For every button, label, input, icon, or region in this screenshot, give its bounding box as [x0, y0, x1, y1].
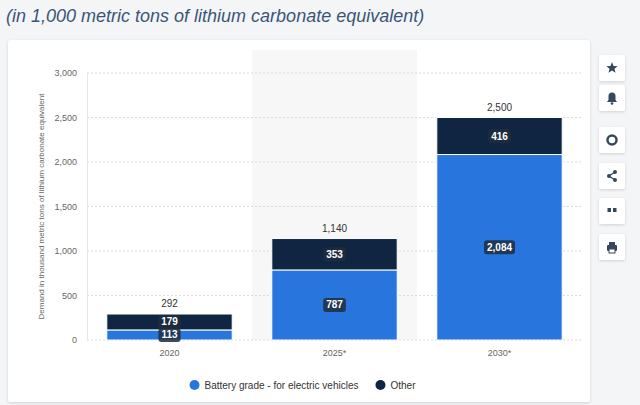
bar	[272, 270, 397, 340]
data-label-group: 416	[488, 129, 511, 143]
x-tick-label: 2020	[159, 348, 179, 358]
toolbar-button[interactable]	[599, 55, 625, 81]
column-highlight	[252, 50, 417, 340]
icon-star[interactable]	[606, 62, 617, 73]
data-label-background	[158, 315, 181, 329]
button-box[interactable]	[599, 234, 625, 260]
chart-root: (in 1,000 metric tons of lithium carbona…	[0, 0, 640, 405]
y-tick-label: 1,500	[54, 202, 77, 212]
subtitle: (in 1,000 metric tons of lithium carbona…	[6, 6, 424, 26]
legend-label: Battery grade - for electric vehicles	[205, 380, 359, 391]
data-label-group: 353	[323, 247, 346, 261]
total-label: 292	[161, 298, 178, 309]
y-axis-title: Demand in thousand metric tons of lithiu…	[37, 93, 46, 320]
toolbar-button[interactable]	[599, 85, 625, 111]
data-label-background	[158, 328, 180, 342]
icon-bell-dot[interactable]	[611, 102, 614, 105]
data-label-group: 113	[158, 328, 180, 342]
icon-gear[interactable]	[608, 136, 617, 145]
y-tick: 2,000	[54, 157, 87, 167]
y-tick-label: 1,000	[54, 246, 77, 256]
bar	[107, 314, 232, 330]
grid-line	[87, 73, 582, 74]
button-box[interactable]	[599, 85, 625, 111]
toolbar-button[interactable]	[599, 127, 625, 153]
data-label-background	[484, 240, 515, 254]
y-axis-line	[87, 74, 88, 341]
icon-quote[interactable]	[608, 208, 612, 212]
legend: Battery grade - for electric vehicles Oth…	[190, 380, 417, 391]
data-label-group: 787	[323, 298, 346, 312]
bar	[437, 118, 562, 155]
icon-share-dot[interactable]	[613, 178, 617, 182]
y-tick-label: 500	[62, 291, 77, 301]
button-box[interactable]	[599, 163, 625, 189]
icon-print-paper[interactable]	[609, 249, 615, 253]
button-box[interactable]	[599, 127, 625, 153]
y-tick: 1,000	[54, 246, 87, 256]
data-label-group: 2,084	[484, 240, 515, 254]
data-label-group: 179	[158, 315, 181, 329]
bar	[437, 155, 562, 340]
button-box[interactable]	[599, 198, 625, 224]
icon-share-dot[interactable]	[613, 170, 617, 174]
data-label-background	[323, 247, 346, 261]
x-tick: 2025*	[323, 340, 347, 358]
icon-bell[interactable]	[607, 93, 617, 103]
data-label-background	[488, 129, 511, 143]
bar	[107, 330, 232, 340]
legend-item: Other	[375, 380, 416, 391]
x-tick: 2020	[159, 340, 179, 358]
card	[8, 40, 590, 402]
data-label: 2,084	[487, 242, 512, 253]
toolbar-button[interactable]	[599, 234, 625, 260]
y-tick-label: 2,500	[54, 113, 77, 123]
data-label: 787	[326, 299, 343, 310]
x-tick-label: 2030*	[488, 348, 512, 358]
toolbar-button[interactable]	[599, 163, 625, 189]
y-tick-label: 0	[72, 335, 77, 345]
bars	[107, 118, 562, 341]
x-tick: 2030*	[488, 340, 512, 358]
y-tick: 0	[72, 335, 87, 345]
total-label: 2,500	[487, 102, 512, 113]
data-label: 416	[491, 131, 508, 142]
y-tick: 3,000	[54, 68, 87, 78]
legend-swatch	[375, 380, 385, 390]
x-tick-label: 2025*	[323, 348, 347, 358]
y-tick: 500	[62, 291, 87, 301]
legend-label: Other	[390, 380, 416, 391]
legend-item: Battery grade - for electric vehicles	[190, 380, 359, 391]
y-axis: 0 500 1,000 1,500 2,000 2,500 3,000	[54, 68, 87, 345]
y-tick: 1,500	[54, 202, 87, 212]
data-label: 353	[326, 249, 343, 260]
y-tick: 2,500	[54, 113, 87, 123]
legend-swatch	[190, 380, 200, 390]
button-box[interactable]	[599, 55, 625, 81]
bar	[272, 239, 397, 270]
icon-quote[interactable]	[613, 208, 617, 212]
y-tick-label: 2,000	[54, 157, 77, 167]
data-label: 113	[161, 329, 178, 340]
totals: 292 1,140 2,500	[161, 102, 512, 310]
data-labels: 113 787 2,084 179 353 416	[158, 129, 515, 342]
icon-share-dot[interactable]	[607, 174, 611, 178]
toolbar-button[interactable]	[599, 198, 625, 224]
x-axis: 2020 2025* 2030*	[159, 340, 511, 358]
data-label-background	[323, 298, 346, 312]
grid	[87, 73, 582, 340]
data-label: 179	[161, 316, 178, 327]
y-tick-label: 3,000	[54, 68, 77, 78]
icon-print-paper[interactable]	[609, 242, 615, 245]
total-label: 1,140	[322, 223, 347, 234]
